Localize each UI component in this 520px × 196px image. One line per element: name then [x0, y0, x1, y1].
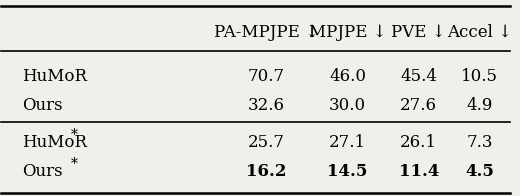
Text: 30.0: 30.0	[329, 97, 366, 114]
Text: 4.9: 4.9	[466, 97, 493, 114]
Text: 10.5: 10.5	[461, 68, 498, 85]
Text: 11.4: 11.4	[398, 163, 439, 180]
Text: 4.5: 4.5	[465, 163, 494, 180]
Text: 27.1: 27.1	[329, 134, 366, 151]
Text: HuMoR: HuMoR	[22, 68, 87, 85]
Text: 27.6: 27.6	[400, 97, 437, 114]
Text: 16.2: 16.2	[246, 163, 287, 180]
Text: *: *	[71, 128, 77, 142]
Text: 70.7: 70.7	[248, 68, 284, 85]
Text: HuMoR: HuMoR	[22, 134, 87, 151]
Text: Accel ↓: Accel ↓	[447, 24, 512, 41]
Text: 7.3: 7.3	[466, 134, 493, 151]
Text: *: *	[71, 157, 77, 171]
Text: 32.6: 32.6	[248, 97, 284, 114]
Text: Ours: Ours	[22, 97, 62, 114]
Text: 45.4: 45.4	[400, 68, 437, 85]
Text: MPJPE ↓: MPJPE ↓	[309, 24, 386, 41]
Text: 25.7: 25.7	[248, 134, 284, 151]
Text: PVE ↓: PVE ↓	[392, 24, 446, 41]
Text: 14.5: 14.5	[327, 163, 368, 180]
Text: PA-MPJPE ↓: PA-MPJPE ↓	[214, 24, 319, 41]
Text: 46.0: 46.0	[329, 68, 366, 85]
Text: Ours: Ours	[22, 163, 62, 180]
Text: 26.1: 26.1	[400, 134, 437, 151]
